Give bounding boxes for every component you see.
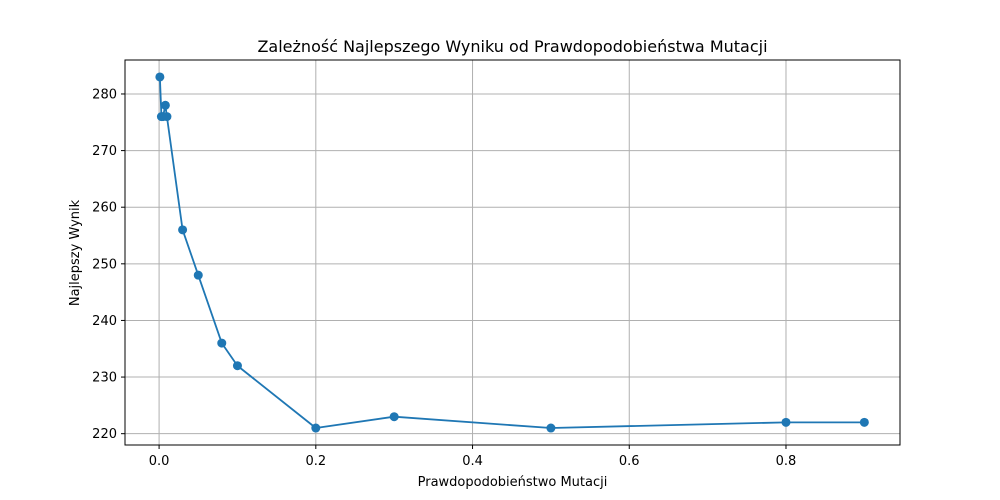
y-tick-label: 270 [92, 144, 117, 159]
data-point [232, 361, 242, 371]
data-point [217, 338, 227, 348]
y-tick-label: 260 [92, 201, 117, 216]
y-tick-label: 240 [92, 314, 117, 329]
data-point [859, 417, 869, 427]
x-tick-label: 0.4 [462, 454, 483, 469]
y-axis-label: Najlepszy Wynik [68, 199, 83, 306]
x-tick-label: 0.8 [776, 454, 797, 469]
plot-frame [124, 59, 901, 446]
grid [125, 60, 900, 445]
x-tick-label: 0.0 [149, 454, 170, 469]
y-tick-label: 280 [92, 87, 117, 102]
y-tick-label: 230 [92, 371, 117, 386]
x-tick-label: 0.6 [619, 454, 640, 469]
axis-ticks: 0.0 0.2 0.4 0.6 0.8 220 230 240 250 260 270 280 [92, 87, 796, 469]
data-point [155, 72, 165, 82]
x-tick-label: 0.2 [305, 454, 326, 469]
series-layer [155, 72, 869, 433]
data-point [546, 423, 556, 433]
data-point [311, 423, 321, 433]
data-point [160, 100, 170, 110]
x-axis-label: Prawdopodobieństwo Mutacji [418, 475, 608, 490]
chart-title: Zależność Najlepszego Wyniku od Prawdopo… [257, 37, 767, 56]
data-point [162, 112, 172, 122]
data-point [193, 270, 203, 280]
y-tick-label: 220 [92, 427, 117, 442]
data-point [781, 417, 791, 427]
data-point [178, 225, 188, 235]
y-tick-label: 250 [92, 257, 117, 272]
data-point [389, 412, 399, 422]
